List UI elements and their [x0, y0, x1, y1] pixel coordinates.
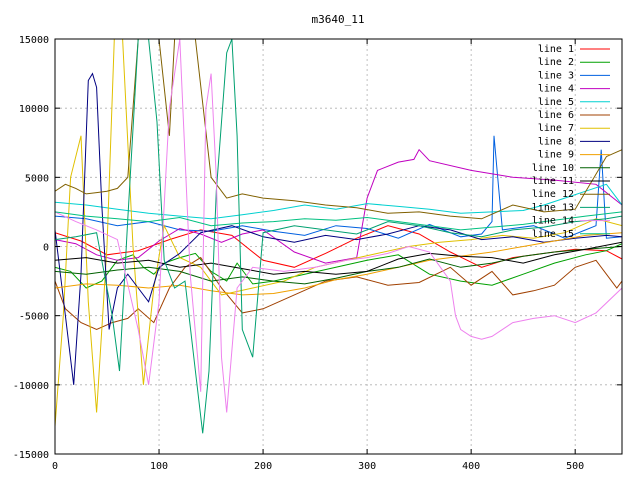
y-tick-label: -5000: [19, 312, 49, 323]
legend-label: line 7: [538, 123, 574, 134]
series-line-5: [55, 183, 622, 220]
series-line-14: [55, 39, 622, 413]
legend-label: line 9: [538, 150, 574, 161]
grid-lines: [55, 39, 622, 454]
legend-label: line 6: [538, 110, 574, 121]
legend-label: line 11: [532, 176, 574, 187]
series-line-12: [55, 39, 622, 220]
y-tick-label: 10000: [19, 104, 49, 115]
y-tick-label: 15000: [19, 35, 49, 46]
legend-label: line 10: [532, 163, 574, 174]
axis-ticks: 0 100 200 300 400 500 -15000 -10000 -5000 0 5000 10…: [13, 35, 622, 472]
x-tick-label: 400: [462, 461, 480, 472]
y-tick-label: -15000: [13, 450, 49, 461]
legend-label: line 14: [532, 216, 574, 227]
series-line-15: [55, 211, 622, 231]
x-tick-label: 300: [358, 461, 376, 472]
x-tick-label: 200: [254, 461, 272, 472]
series-line-13: [55, 39, 622, 434]
y-tick-label: 5000: [25, 173, 49, 184]
legend-label: line 8: [538, 136, 574, 147]
legend-label: line 15: [532, 229, 574, 240]
x-tick-label: 500: [566, 461, 584, 472]
series-line-7: [55, 39, 622, 427]
chart-title: m3640_11: [312, 13, 365, 26]
legend: line 1 line 2 line 3 line 4 line 5 line 6 line…: [532, 44, 610, 240]
x-tick-label: 0: [52, 461, 58, 472]
legend-label: line 13: [532, 202, 574, 213]
series-line-10: [55, 246, 622, 285]
legend-label: line 12: [532, 189, 574, 200]
y-tick-label: 0: [43, 243, 49, 254]
series-line-11: [55, 241, 622, 275]
series-line-9: [55, 232, 622, 296]
series-line-4: [55, 148, 622, 264]
series-line-3: [55, 135, 622, 239]
y-tick-label: -10000: [13, 381, 49, 392]
series-line-8: [55, 72, 622, 385]
legend-label: line 5: [538, 97, 574, 108]
legend-label: line 4: [538, 84, 574, 95]
legend-label: line 2: [538, 57, 574, 68]
legend-label: line 1: [538, 44, 574, 55]
x-tick-label: 100: [150, 461, 168, 472]
series-lines: [55, 39, 622, 434]
legend-label: line 3: [538, 70, 574, 81]
